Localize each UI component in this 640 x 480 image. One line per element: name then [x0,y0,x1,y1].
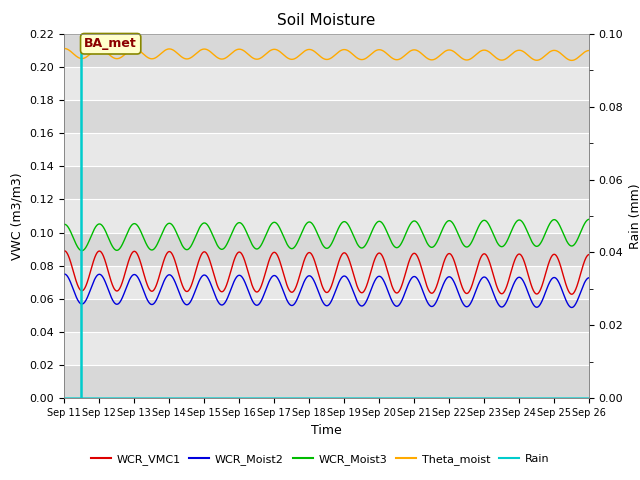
Bar [64,199,589,233]
Text: BA_met: BA_met [84,37,137,50]
Bar [64,365,589,398]
Bar [64,233,589,266]
X-axis label: Time: Time [311,424,342,437]
Title: Soil Moisture: Soil Moisture [277,13,376,28]
Bar [64,34,589,67]
Bar [64,67,589,100]
Bar [64,133,589,166]
Bar [64,100,589,133]
Legend: WCR_VMC1, WCR_Moist2, WCR_Moist3, Theta_moist, Rain: WCR_VMC1, WCR_Moist2, WCR_Moist3, Theta_… [86,450,554,469]
Y-axis label: VWC (m3/m3): VWC (m3/m3) [11,172,24,260]
Bar [64,166,589,199]
Bar [64,299,589,332]
Bar [64,332,589,365]
Y-axis label: Rain (mm): Rain (mm) [629,183,640,249]
Bar [64,266,589,299]
